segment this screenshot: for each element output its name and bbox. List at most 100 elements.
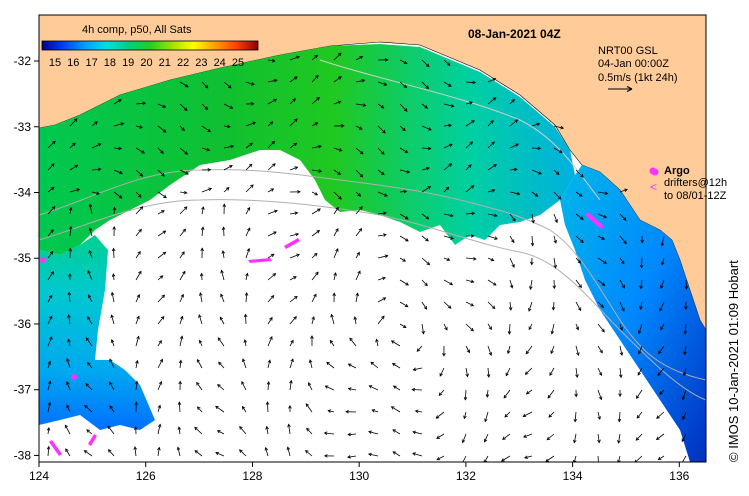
current-vector-head [67, 338, 71, 343]
current-vector [412, 453, 423, 457]
current-vector-head [241, 405, 246, 410]
current-vector [87, 270, 93, 281]
current-vector [89, 227, 93, 237]
current-vector [289, 76, 298, 83]
current-vector [178, 427, 181, 435]
current-vector [487, 164, 497, 171]
current-vector [223, 165, 233, 171]
current-vector [333, 248, 339, 259]
current-vector [399, 81, 407, 88]
current-vector [47, 295, 53, 303]
current-vector-head [381, 315, 385, 320]
current-vector-head [683, 330, 688, 335]
current-vector [86, 429, 93, 435]
current-vector-head [272, 273, 277, 277]
current-vector-head [49, 250, 54, 255]
current-vector [597, 345, 603, 354]
current-vector [311, 75, 319, 83]
current-vector [179, 271, 186, 281]
current-vector-head [530, 261, 534, 266]
current-vector-head [97, 167, 102, 172]
current-vector-head [472, 80, 477, 85]
current-vector [157, 359, 163, 369]
current-vector [267, 401, 269, 413]
current-vector [289, 233, 299, 237]
current-vector [223, 103, 233, 109]
current-vector-head [221, 250, 226, 254]
current-vector-head [493, 164, 497, 168]
current-vector [215, 406, 225, 413]
current-vector-head [293, 315, 297, 320]
current-vector [484, 411, 489, 422]
current-vector [370, 361, 379, 369]
current-vector [267, 317, 273, 325]
current-vector [463, 411, 467, 419]
current-vector [399, 213, 409, 220]
current-vector-head [273, 78, 278, 83]
current-vector-head [318, 169, 323, 173]
current-vector-head [290, 339, 294, 344]
plot-frame [38, 14, 707, 463]
current-vector-head [655, 436, 660, 440]
current-vector-head [323, 454, 328, 458]
current-vector [218, 361, 225, 369]
current-vector [635, 433, 643, 441]
current-vector [509, 143, 519, 149]
current-vector [196, 359, 203, 369]
y-axis: -32 -33 -34 -35 -36 -37 -38 [14, 54, 39, 462]
current-vector [194, 427, 203, 435]
current-vector-head [515, 143, 519, 147]
current-vector-head [640, 239, 644, 244]
current-vector [377, 212, 387, 215]
current-vector-head [471, 120, 475, 124]
current-vector [355, 103, 366, 106]
current-vector [69, 226, 72, 237]
current-vector [113, 169, 123, 174]
current-vector [509, 119, 518, 127]
current-vector [85, 337, 93, 347]
current-vector-head [483, 438, 488, 443]
current-vector [619, 323, 623, 331]
current-vector-head [317, 208, 321, 212]
current-vector-head [492, 78, 497, 82]
current-vector [548, 411, 555, 418]
y-tick-label: -33 [14, 120, 32, 134]
current-vector [525, 345, 533, 354]
current-vector-head [269, 121, 274, 125]
current-vector-head [180, 315, 184, 320]
current-vector [111, 314, 115, 325]
current-vector [377, 191, 388, 197]
current-vector [597, 257, 607, 264]
current-vector [245, 142, 253, 149]
current-vector-head [249, 142, 254, 147]
current-vector [265, 447, 269, 457]
current-vector-head [578, 284, 582, 289]
current-vector-head [601, 236, 605, 240]
current-vector-head [178, 359, 183, 364]
current-vector-head [286, 446, 291, 451]
current-vector-head [109, 358, 113, 363]
current-vector [199, 340, 203, 347]
current-vector-head [332, 292, 336, 296]
current-vector-head [245, 272, 249, 277]
current-vector-head [660, 261, 665, 266]
current-vector [267, 360, 271, 369]
current-vector [223, 227, 225, 237]
current-vector-head [359, 206, 363, 210]
current-vector [308, 382, 313, 391]
current-vector [245, 314, 247, 325]
current-vector-head [335, 227, 339, 232]
current-vector [107, 425, 115, 435]
current-vector-head [270, 253, 275, 258]
current-vector [220, 294, 225, 303]
current-vector [289, 296, 298, 303]
current-vector [657, 367, 665, 376]
current-vector [85, 383, 93, 391]
argo-marker-icon [649, 167, 657, 175]
current-vector [311, 54, 318, 61]
colorbar-label: 21 [159, 57, 171, 69]
current-vector [391, 340, 401, 347]
current-vector [242, 406, 247, 413]
current-vector-head [84, 404, 88, 409]
current-vector-head [337, 52, 342, 57]
